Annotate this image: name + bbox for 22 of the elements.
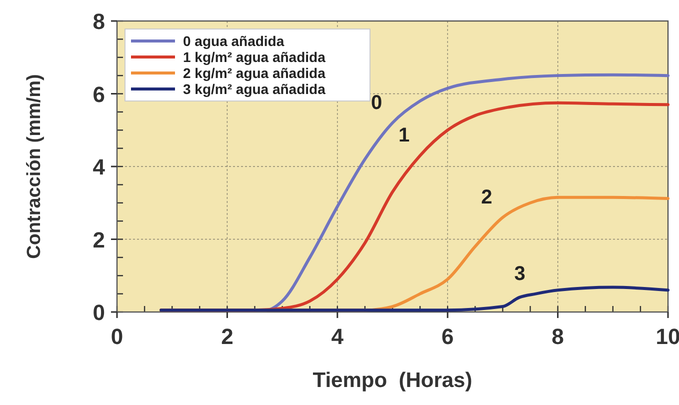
legend-label: 3 kg/m² agua añadida bbox=[183, 81, 326, 97]
y-tick-label: 0 bbox=[92, 300, 105, 325]
y-tick-label: 8 bbox=[92, 9, 105, 34]
x-tick-label: 10 bbox=[656, 324, 679, 349]
x-axis-title: Tiempo (Horas) bbox=[312, 369, 472, 392]
legend-label: 0 agua añadida bbox=[183, 33, 284, 49]
x-tick-label: 8 bbox=[552, 324, 564, 349]
y-tick-label: 4 bbox=[92, 154, 106, 180]
annotation: 0 bbox=[370, 92, 382, 114]
y-axis-title: Contracción (mm/m) bbox=[24, 74, 45, 259]
legend-label: 1 kg/m² agua añadida bbox=[183, 49, 326, 65]
annotation: 2 bbox=[481, 186, 492, 208]
x-tick-label: 6 bbox=[441, 324, 454, 349]
annotation: 1 bbox=[398, 124, 410, 147]
legend-label: 2 kg/m² agua añadida bbox=[183, 65, 326, 81]
annotation: 3 bbox=[514, 262, 526, 285]
x-tick-label: 2 bbox=[221, 324, 234, 349]
y-tick-label: 6 bbox=[92, 82, 105, 107]
line-series bbox=[160, 286, 670, 312]
x-tick-label: 4 bbox=[331, 324, 344, 349]
y-tick-label: 2 bbox=[92, 227, 105, 252]
x-tick-label: 0 bbox=[110, 324, 124, 349]
